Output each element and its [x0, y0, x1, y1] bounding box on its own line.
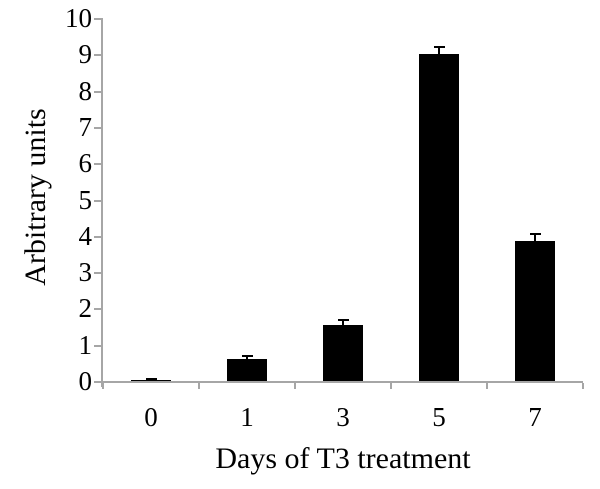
y-tick-label: 1	[78, 329, 93, 360]
x-axis-tick	[102, 383, 104, 389]
y-axis-tick	[94, 126, 101, 129]
y-axis-tick	[94, 272, 101, 275]
x-tick-label: 7	[528, 402, 542, 432]
x-axis-tick	[390, 383, 392, 389]
y-axis-tick	[94, 344, 101, 347]
error-bar-cap	[529, 232, 541, 235]
y-axis-tick	[94, 18, 101, 20]
error-bar-cap	[241, 354, 253, 357]
error-bar-stem	[246, 355, 248, 360]
x-tick-label: 3	[336, 402, 350, 432]
y-axis-line	[101, 18, 103, 387]
x-axis-line	[96, 381, 583, 383]
bar	[323, 324, 363, 381]
x-axis-tick	[486, 383, 488, 389]
y-tick-label: 0	[78, 366, 93, 396]
y-tick-label: 10	[65, 3, 92, 33]
bar	[419, 54, 459, 381]
x-tick-label: 5	[432, 402, 446, 432]
y-tick-label: 2	[78, 293, 93, 324]
y-tick-label: 4	[78, 220, 93, 251]
y-axis-tick	[94, 163, 101, 166]
y-tick-label: 9	[78, 39, 93, 70]
x-tick-label: 1	[240, 402, 254, 432]
y-axis-tick	[94, 235, 101, 238]
y-tick-label: 6	[78, 148, 93, 179]
x-axis-tick	[294, 383, 296, 389]
x-axis-tick	[582, 383, 584, 389]
error-bar-cap	[433, 46, 445, 49]
y-axis-tick	[94, 90, 101, 93]
x-tick-label: 0	[144, 402, 158, 432]
bar	[227, 359, 267, 381]
y-tick-label: 5	[78, 184, 93, 215]
error-bar-stem	[342, 320, 344, 325]
y-tick-label: 3	[78, 257, 93, 288]
x-axis-tick	[198, 383, 200, 389]
bar	[131, 380, 171, 381]
error-bar-cap	[337, 319, 349, 322]
x-axis-title: Days of T3 treatment	[215, 442, 471, 475]
bar	[515, 241, 555, 381]
error-bar-cap	[145, 378, 157, 381]
y-axis-tick	[94, 54, 101, 57]
y-axis-tick	[94, 381, 101, 383]
error-bar-stem	[534, 233, 536, 242]
y-tick-label: 8	[78, 75, 93, 106]
error-bar-stem	[438, 47, 440, 55]
y-tick-label: 7	[78, 111, 93, 142]
y-axis-tick	[94, 308, 101, 311]
y-axis-tick	[94, 199, 101, 202]
